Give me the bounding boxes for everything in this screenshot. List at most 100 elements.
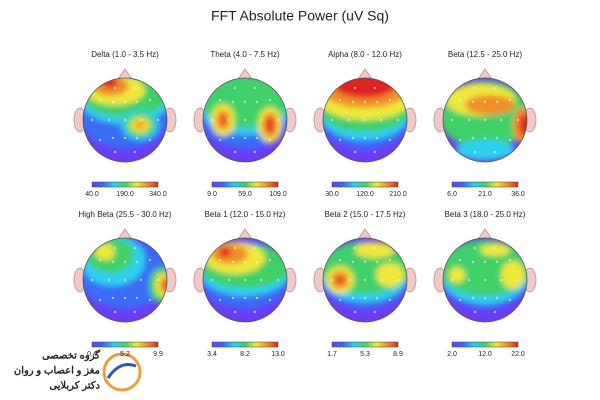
- electrode: [108, 279, 110, 281]
- scale-label: 59.0: [238, 191, 252, 198]
- blobs: [203, 78, 287, 149]
- electrode: [376, 297, 378, 299]
- electrode: [354, 87, 356, 89]
- electrode: [496, 261, 498, 263]
- electrode: [124, 119, 126, 121]
- electrode: [352, 137, 354, 139]
- blob: [455, 140, 515, 160]
- head-colors: [323, 238, 407, 322]
- electrode: [474, 247, 476, 249]
- scale-label: 9.9: [153, 351, 163, 358]
- scale-label: 30.0: [325, 191, 339, 198]
- electrode: [140, 119, 142, 121]
- nose: [357, 68, 373, 80]
- blob: [480, 244, 510, 256]
- scale-label: 40.0: [85, 191, 99, 198]
- head-colors: [203, 78, 287, 162]
- electrode: [112, 137, 114, 139]
- head-outline: [202, 77, 288, 163]
- head-outline: [82, 77, 168, 163]
- electrode: [374, 151, 376, 153]
- electrode: [500, 119, 502, 121]
- electrode: [254, 247, 256, 249]
- color-scale: [211, 181, 279, 188]
- electrode: [496, 297, 498, 299]
- electrode: [114, 87, 116, 89]
- logo-text: دکتر کربلایی: [49, 381, 100, 392]
- electrode: [234, 247, 236, 249]
- color-scale: [331, 341, 399, 348]
- logo-swirl: [106, 363, 137, 379]
- electrode: [376, 261, 378, 263]
- map-label: Alpha (8.0 - 12.0 Hz): [328, 50, 402, 59]
- electrode: [374, 87, 376, 89]
- electrode: [244, 261, 246, 263]
- electrode: [232, 137, 234, 139]
- electrode: [256, 297, 258, 299]
- electrode: [509, 299, 511, 301]
- electrode: [256, 101, 258, 103]
- scale-label: 2.0: [447, 351, 457, 358]
- electrode: [228, 279, 230, 281]
- electrode: [348, 279, 350, 281]
- scale-label: 5.3: [360, 351, 370, 358]
- head-outline: [442, 77, 528, 163]
- scale-label: 8.9: [393, 351, 403, 358]
- scale-label: 5.2: [120, 351, 130, 358]
- electrode: [269, 99, 271, 101]
- electrode: [228, 119, 230, 121]
- scale-label: 13.0: [271, 351, 285, 358]
- electrode: [374, 311, 376, 313]
- electrode: [364, 261, 366, 263]
- logo-text: گروه تخصصی: [42, 349, 100, 362]
- map-label: Beta 1 (12.0 - 15.0 Hz): [205, 210, 286, 219]
- scale-label: 6.0: [447, 191, 457, 198]
- electrode: [352, 297, 354, 299]
- electrode: [459, 299, 461, 301]
- electrode: [232, 101, 234, 103]
- color-scale: [91, 181, 159, 188]
- electrode: [219, 139, 221, 141]
- blob: [135, 121, 145, 129]
- electrode: [517, 119, 519, 121]
- scale-label: 190.0: [116, 191, 134, 198]
- logo-ring: [102, 352, 142, 392]
- topomap: Theta (4.0 - 7.5 Hz) 9.0 59.0 109.0: [193, 50, 297, 198]
- blob: [465, 95, 515, 115]
- map-label: Beta (12.5 - 25.0 Hz): [448, 50, 523, 59]
- electrode: [124, 101, 126, 103]
- electrode: [339, 299, 341, 301]
- electrode: [496, 137, 498, 139]
- electrode: [348, 119, 350, 121]
- electrode: [254, 151, 256, 153]
- electrode: [500, 279, 502, 281]
- electrode: [219, 259, 221, 261]
- head-outline: [442, 237, 528, 323]
- electrode: [397, 119, 399, 121]
- electrode: [331, 279, 333, 281]
- electrode: [509, 139, 511, 141]
- logo-text: مغز و اعصاب و روان: [14, 366, 100, 377]
- electrode: [352, 101, 354, 103]
- electrode: [389, 139, 391, 141]
- topomap: Beta (12.5 - 25.0 Hz) 6.0 21.0 36.0: [433, 50, 537, 198]
- blob: [95, 244, 115, 260]
- electrode: [472, 297, 474, 299]
- electrode: [260, 279, 262, 281]
- electrode: [472, 101, 474, 103]
- blob: [220, 115, 226, 125]
- electrode: [494, 87, 496, 89]
- topomap: Beta 2 (15.0 - 17.5 Hz) 1.7 5.3 8.9: [313, 210, 417, 358]
- electrode: [451, 119, 453, 121]
- scale-label: 36.0: [511, 191, 525, 198]
- electrode: [136, 137, 138, 139]
- scale-label: 3.4: [207, 351, 217, 358]
- topomap: Delta (1.0 - 3.5 Hz) 40.0 190.0 340.0: [73, 50, 177, 198]
- map-label: High Beta (25.5 - 30.0 Hz): [79, 210, 172, 219]
- electrode: [260, 119, 262, 121]
- electrode: [484, 137, 486, 139]
- electrode: [234, 151, 236, 153]
- blob: [266, 117, 274, 133]
- map-label: Beta 2 (15.0 - 17.5 Hz): [325, 210, 406, 219]
- electrode: [108, 119, 110, 121]
